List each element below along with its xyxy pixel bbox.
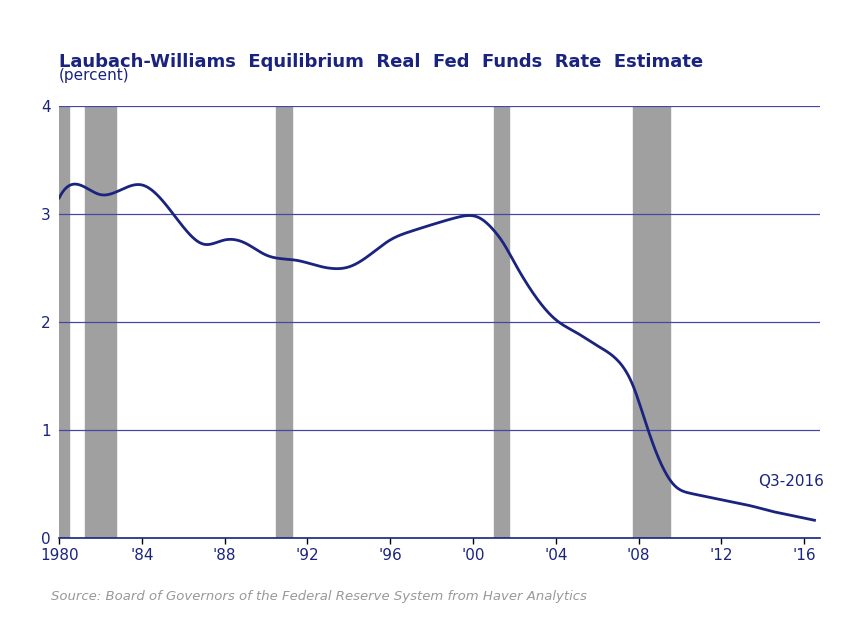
Text: Source: Board of Governors of the Federal Reserve System from Haver Analytics: Source: Board of Governors of the Federa… bbox=[51, 590, 586, 603]
Bar bbox=[633, 106, 668, 538]
Bar bbox=[276, 106, 292, 538]
Bar bbox=[59, 106, 69, 538]
Text: (percent): (percent) bbox=[59, 68, 130, 82]
Text: Q3-2016: Q3-2016 bbox=[758, 474, 824, 489]
Bar bbox=[493, 106, 509, 538]
Bar bbox=[85, 106, 116, 538]
Text: Laubach-Williams  Equilibrium  Real  Fed  Funds  Rate  Estimate: Laubach-Williams Equilibrium Real Fed Fu… bbox=[59, 53, 702, 71]
